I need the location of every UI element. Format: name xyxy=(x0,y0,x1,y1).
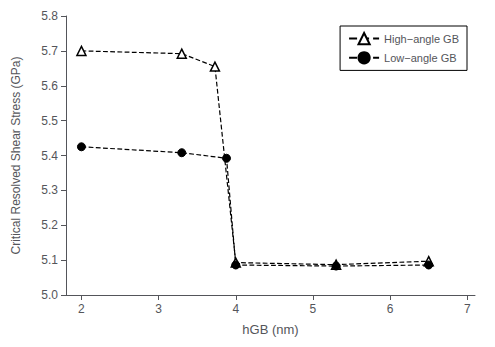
svg-text:4: 4 xyxy=(232,302,239,316)
svg-text:5: 5 xyxy=(310,302,317,316)
svg-text:5.1: 5.1 xyxy=(41,253,58,267)
svg-text:7: 7 xyxy=(464,302,471,316)
svg-text:5.4: 5.4 xyxy=(41,149,58,163)
svg-text:Low−angle GB: Low−angle GB xyxy=(384,52,456,64)
svg-text:6: 6 xyxy=(387,302,394,316)
svg-text:5.0: 5.0 xyxy=(41,288,58,302)
svg-text:5.6: 5.6 xyxy=(41,79,58,93)
svg-text:5.7: 5.7 xyxy=(41,44,58,58)
svg-text:Critical Resolved Shear Stress: Critical Resolved Shear Stress (GPa) xyxy=(9,56,23,254)
svg-text:5.5: 5.5 xyxy=(41,114,58,128)
svg-text:5.2: 5.2 xyxy=(41,218,58,232)
svg-text:5.3: 5.3 xyxy=(41,183,58,197)
svg-text:High−angle GB: High−angle GB xyxy=(384,33,459,45)
svg-text:5.8: 5.8 xyxy=(41,9,58,23)
svg-text:2: 2 xyxy=(78,302,85,316)
svg-text:3: 3 xyxy=(155,302,162,316)
svg-text:hGB (nm): hGB (nm) xyxy=(242,322,298,337)
